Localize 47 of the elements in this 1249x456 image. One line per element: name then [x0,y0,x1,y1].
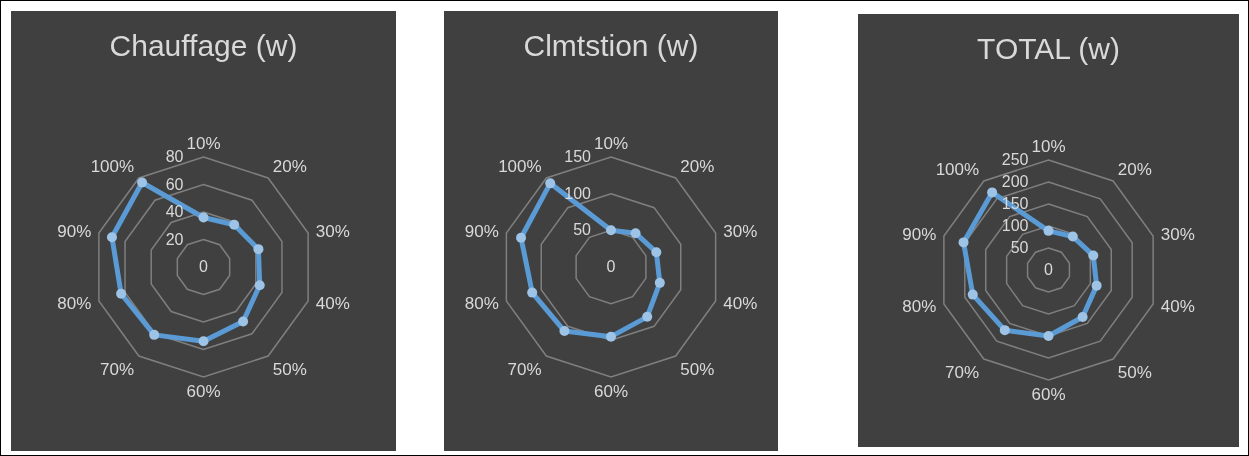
spoke-label: 90% [464,221,499,241]
spoke-label: 80% [464,294,499,314]
y-tick-label: 100 [1001,217,1029,234]
y-tick-label: 50 [573,221,592,239]
spoke-label: 50% [272,359,307,379]
spoke-label: 20% [1117,159,1152,179]
spoke-label: 50% [680,359,715,379]
y-tick-label: 60 [165,175,184,193]
spoke-label: 10% [186,134,221,153]
spoke-label: 20% [272,156,307,176]
spoke-label: 80% [902,297,937,317]
spoke-label: 30% [723,221,758,241]
y-tick-label: 100 [564,184,592,202]
spoke-label: 60% [1031,385,1066,405]
spoke-label: 40% [315,294,350,314]
spoke-label: 70% [945,362,980,382]
spoke-label: 60% [593,382,629,402]
y-tick-label: 0 [1044,261,1054,278]
y-tick-label: 250 [1001,151,1029,168]
spoke-label: 30% [315,221,350,241]
spoke-label: 100% [498,156,542,176]
y-tick-label: 0 [606,258,616,275]
spoke-label: 90% [57,221,92,241]
y-tick-label: 0 [199,258,209,275]
chart-title: Chauffage (w) [108,29,299,63]
spoke-label: 10% [1031,137,1066,156]
spoke-label: 60% [186,382,221,402]
spoke-label: 80% [57,294,92,314]
y-tick-label: 150 [564,148,592,165]
y-tick-label: 20 [165,230,184,248]
y-tick-label: 80 [165,148,184,165]
spoke-label: 100% [90,156,135,176]
spoke-label: 70% [507,359,542,379]
spoke-label: 40% [1160,297,1195,317]
spoke-label: 100% [935,159,980,179]
y-tick-label: 200 [1001,173,1029,190]
spoke-label: 30% [1160,224,1195,244]
spoke-label: 20% [680,156,715,176]
spoke-label: 70% [100,359,135,379]
spoke-label: 90% [902,224,937,244]
y-tick-label: 50 [1010,239,1029,256]
spoke-label: 40% [723,294,758,314]
spoke-label: 10% [593,134,629,153]
spoke-label: 50% [1117,362,1152,382]
chart-title: Clmtstion (w) [522,29,700,63]
chart-title: TOTAL (w) [976,32,1121,66]
y-tick-label: 40 [165,203,184,220]
